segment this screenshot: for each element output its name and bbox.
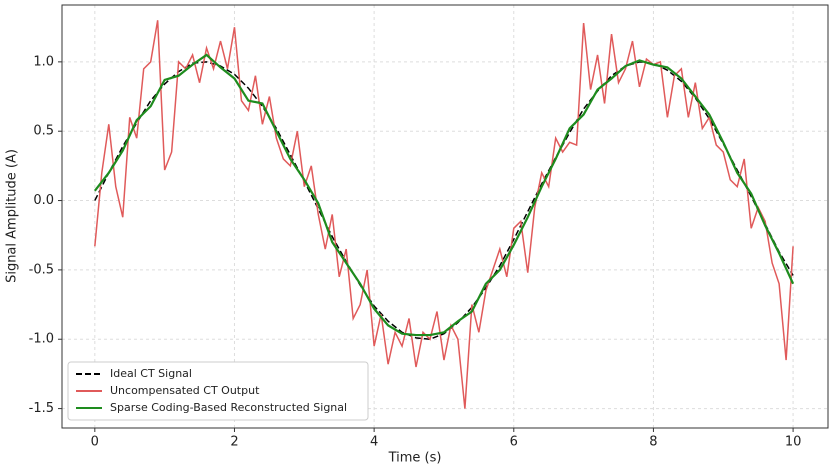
- y-tick-label: -1.0: [29, 332, 54, 347]
- y-tick-label: 0.0: [33, 193, 54, 208]
- legend-label: Sparse Coding-Based Reconstructed Signal: [110, 401, 347, 414]
- x-axis-title: Time (s): [388, 451, 442, 466]
- legend-box: [67, 361, 369, 421]
- x-tick-label: 8: [649, 435, 657, 450]
- x-tick-label: 10: [785, 435, 802, 450]
- x-tick-label: 6: [510, 435, 518, 450]
- x-tick-label: 2: [230, 435, 238, 450]
- series-line: [93, 53, 795, 337]
- y-tick-label: 1.0: [33, 54, 54, 69]
- x-tick-label: 0: [91, 435, 99, 450]
- legend-label: Ideal CT Signal: [110, 367, 192, 380]
- y-tick-label: -0.5: [29, 262, 54, 277]
- y-tick-label: -1.5: [29, 401, 54, 416]
- x-tick-label: 4: [370, 435, 378, 450]
- y-tick-label: 0.5: [33, 124, 54, 139]
- y-axis-title: Signal Amplitude (A): [5, 149, 20, 283]
- plot-frame: [61, 4, 829, 429]
- legend-label: Uncompensated CT Output: [110, 384, 260, 397]
- series-line: [94, 20, 794, 409]
